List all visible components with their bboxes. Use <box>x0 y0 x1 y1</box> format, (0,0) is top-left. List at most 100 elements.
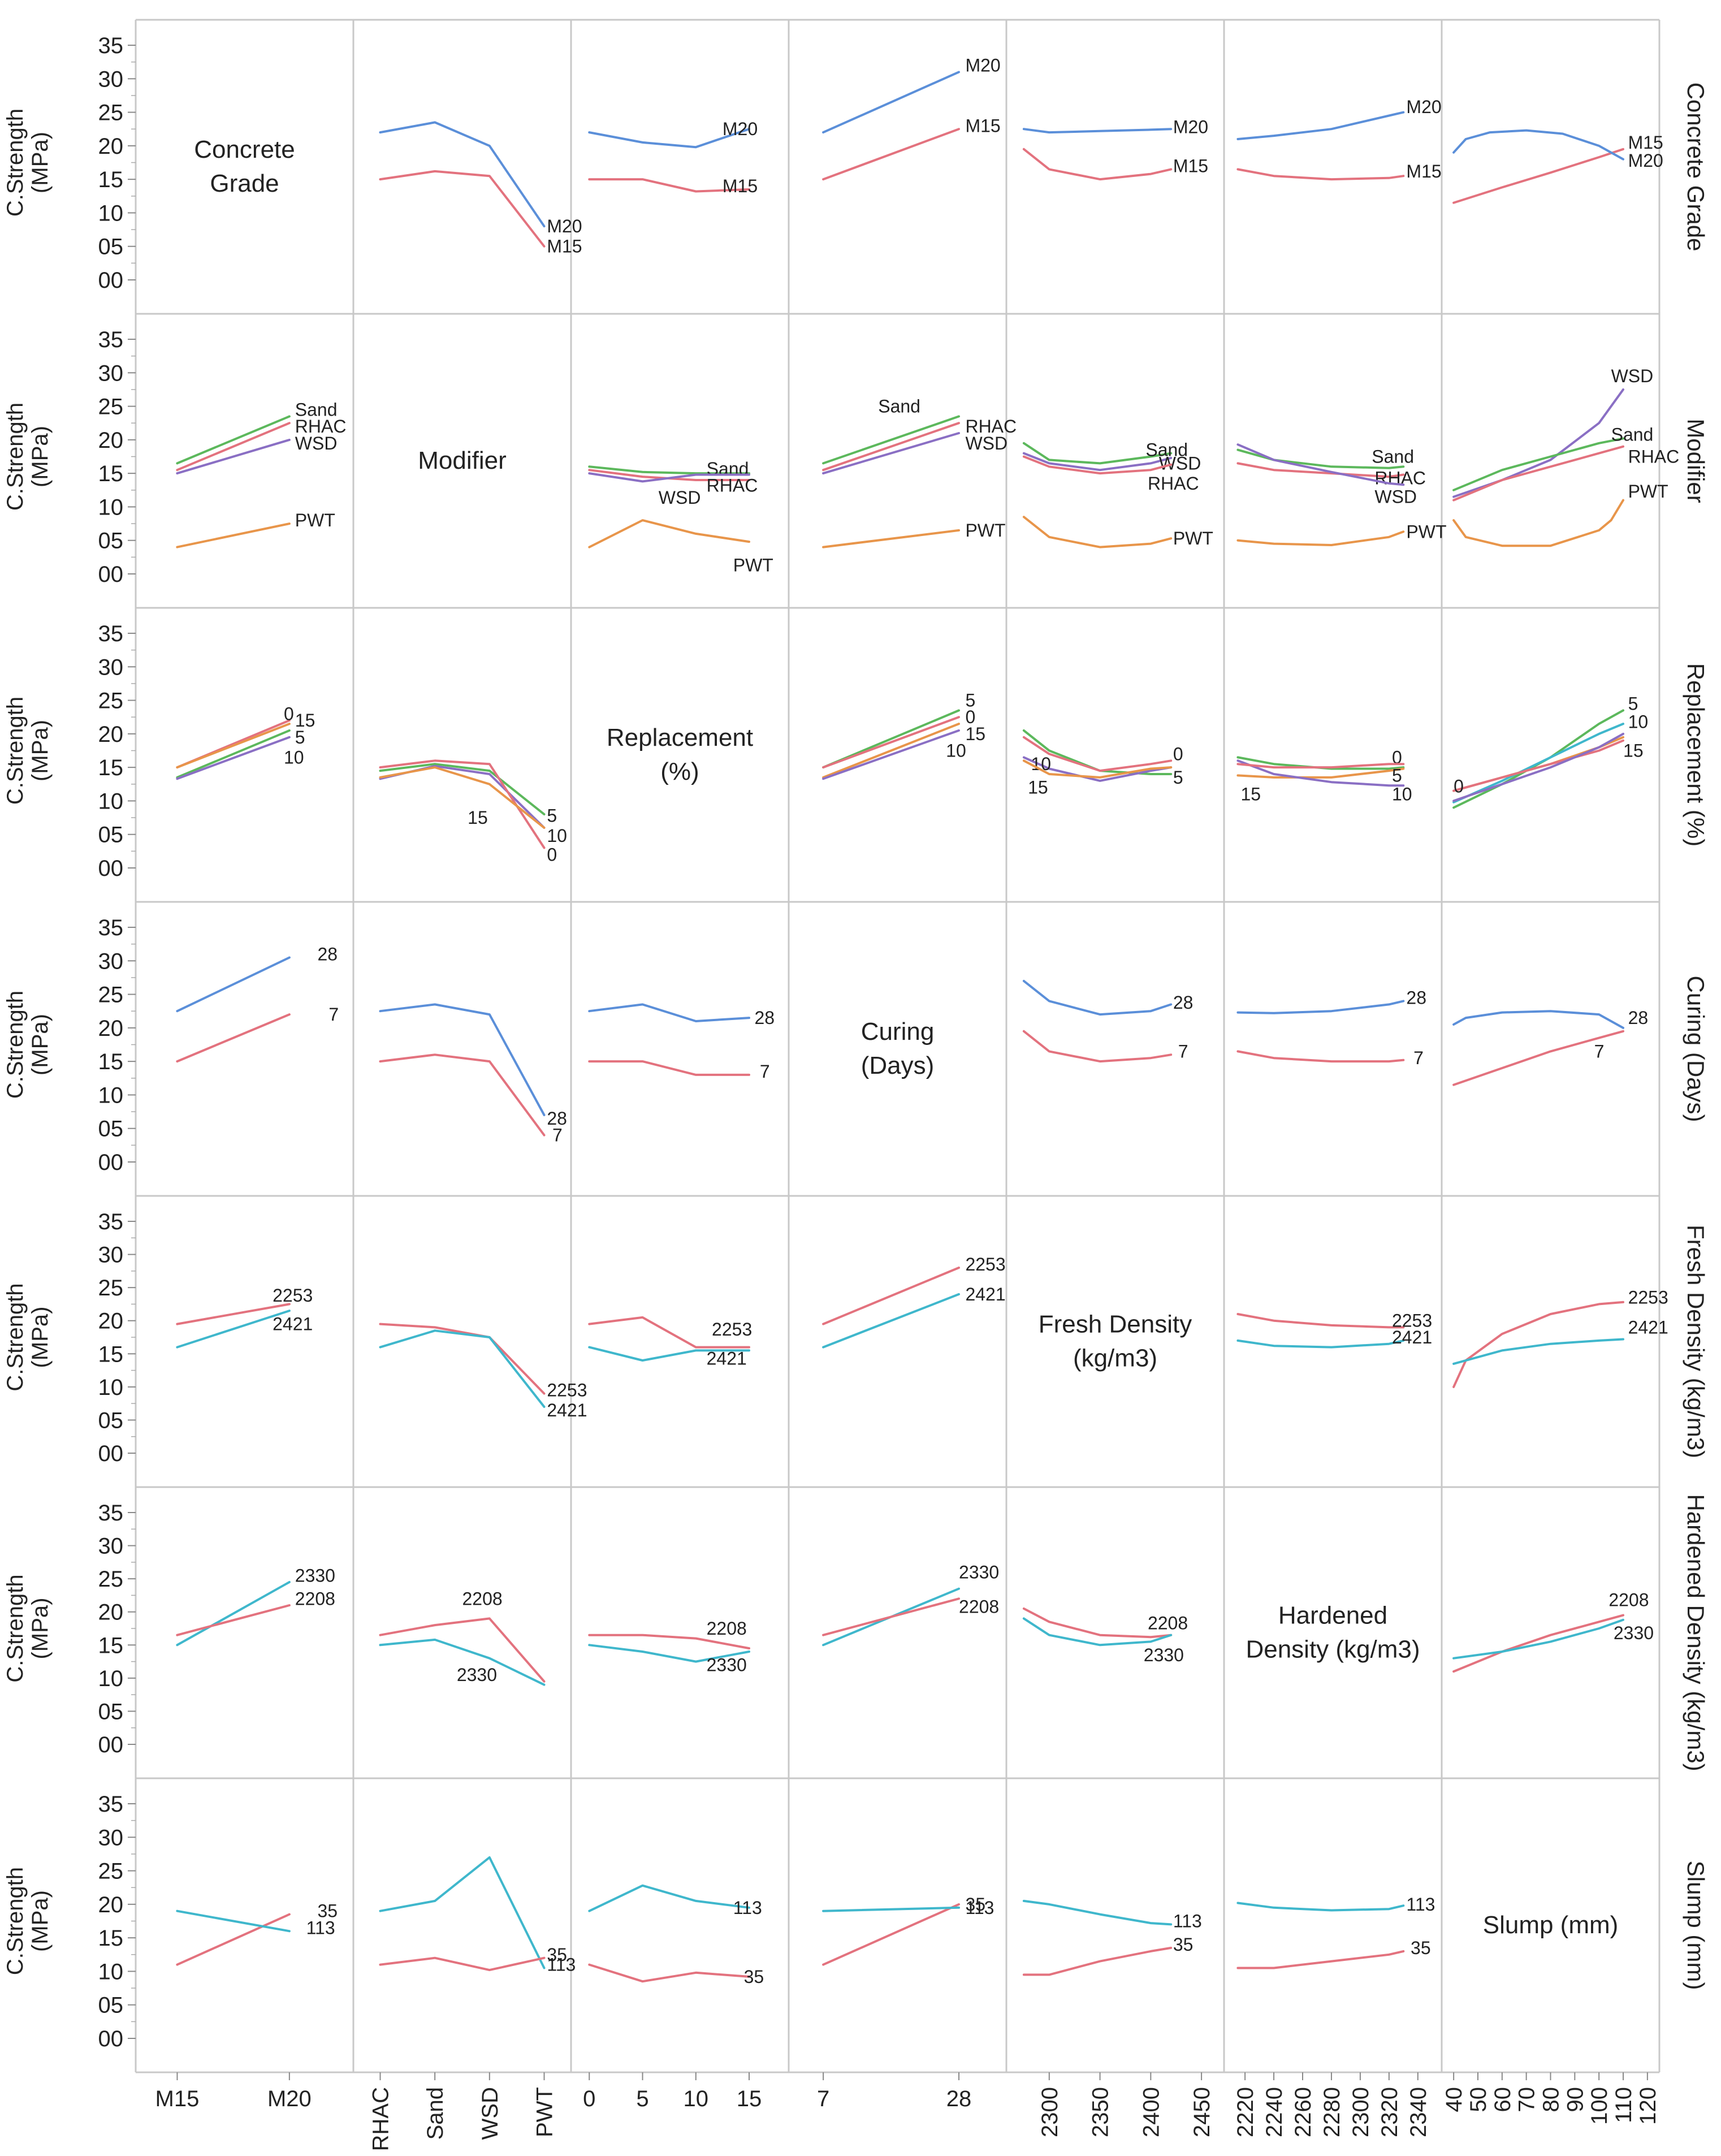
series-line <box>1236 1902 1405 1912</box>
series-line <box>176 522 291 548</box>
y-tick-label: 20 <box>98 1309 124 1334</box>
cell-r5-c1: 2208 2330 <box>379 1588 546 1686</box>
series-line <box>588 1884 750 1912</box>
series-end-label: RHAC <box>1148 473 1199 494</box>
y-axis-label-line: C.Strength <box>3 697 28 805</box>
series-line <box>822 71 960 134</box>
y-tick-label: 15 <box>98 167 124 192</box>
series-end-label: 113 <box>1173 1911 1202 1932</box>
series-line <box>822 716 960 769</box>
diagonal-label: Fresh Density (kg/m3) <box>1039 1311 1192 1372</box>
series-end-label: WSD <box>1611 366 1654 386</box>
y-tick-label: 25 <box>98 983 124 1008</box>
x-tick-label: RHAC <box>369 2087 394 2151</box>
series-end-label: PWT <box>295 510 335 530</box>
diagonal-label-line: (kg/m3) <box>1073 1345 1157 1372</box>
series-line <box>379 1003 546 1116</box>
series-end-label: 2253 <box>547 1380 587 1401</box>
series-line <box>379 1856 546 1969</box>
y-tick-label: 10 <box>98 1959 124 1984</box>
series-line <box>176 736 291 780</box>
series-line <box>588 1316 750 1349</box>
x-tick-label: 2320 <box>1377 2087 1402 2137</box>
series-end-label: 2208 <box>1608 1590 1649 1610</box>
series-end-label: 2208 <box>707 1618 747 1639</box>
series-end-label: M15 <box>723 176 758 196</box>
series-end-label: 0 <box>1454 776 1464 796</box>
y-axis-label: C.Strength(MPa) <box>3 697 53 805</box>
series-line <box>176 1604 291 1636</box>
y-tick-label: 15 <box>98 461 124 486</box>
series-line <box>176 422 291 472</box>
series-end-label: RHAC <box>1628 447 1680 467</box>
y-axis-label-line: C.Strength <box>3 109 28 217</box>
x-tick-label: 0 <box>583 2086 595 2111</box>
series-end-label: M20 <box>723 119 758 139</box>
series-end-label: 2208 <box>295 1588 335 1609</box>
diagonal-label-line: (%) <box>660 758 699 785</box>
series-end-label: 2330 <box>295 1565 335 1585</box>
series-end-label: 2208 <box>959 1596 999 1617</box>
y-tick-label: 20 <box>98 1893 124 1917</box>
series-line <box>1452 1300 1624 1388</box>
series-line <box>176 1013 291 1063</box>
series-end-label: 15 <box>1240 784 1261 805</box>
y-tick-label: 30 <box>98 361 124 386</box>
series-line <box>1022 516 1173 548</box>
series-end-label: 10 <box>547 826 567 846</box>
series-line <box>822 529 960 548</box>
y-tick-label: 25 <box>98 1859 124 1884</box>
series-end-label: 0 <box>284 703 294 724</box>
series-end-label: 0 <box>1392 747 1402 767</box>
series-end-label: 2253 <box>965 1254 1005 1274</box>
series-end-label: 5 <box>1392 765 1402 785</box>
series-line <box>1452 437 1624 491</box>
series-line <box>822 1597 960 1636</box>
cell-r2-c6: 510 15 0 <box>1452 694 1648 809</box>
x-tick-label: 2340 <box>1406 2087 1431 2137</box>
series-line <box>379 763 546 816</box>
series-line <box>1022 442 1173 465</box>
x-tick-label: 50 <box>1466 2087 1491 2112</box>
series-line <box>379 766 546 829</box>
diagonal-label-line: Grade <box>210 170 279 197</box>
x-tick-label: 2350 <box>1088 2087 1113 2137</box>
x-axis-col-5: 2220 2240 2260 2280 2300 2320 2340 <box>1233 2072 1431 2137</box>
series-end-label: 28 <box>754 1008 775 1028</box>
series-line <box>1236 111 1405 140</box>
y-axis-label: C.Strength(MPa) <box>3 109 53 217</box>
y-tick-label: 15 <box>98 1633 124 1658</box>
cell-r0-c2: M20 M15 <box>588 119 758 196</box>
series-end-label: 7 <box>1178 1041 1188 1061</box>
y-tick-label: 20 <box>98 134 124 159</box>
diagonal-label: Curing (Days) <box>861 1018 935 1079</box>
x-tick-label: 2300 <box>1037 2087 1062 2137</box>
series-line <box>588 128 750 149</box>
x-tick-label: 90 <box>1563 2087 1588 2112</box>
series-end-label: 2208 <box>1148 1613 1188 1634</box>
series-end-label: RHAC <box>295 416 347 437</box>
y-axis-label: C.Strength(MPa) <box>3 403 53 511</box>
y-tick-label: 05 <box>98 823 124 848</box>
series-end-label: 113 <box>965 1898 994 1918</box>
x-axis-col-1: RHAC Sand WSD PWT <box>369 2072 557 2151</box>
row-4-axis: 00 05 10 15 20 25 30 35 C.Strength(MPa) Fresh Den… <box>3 1209 1709 1466</box>
series-line <box>1452 148 1624 204</box>
cell-r5-c4: 2208 2330 <box>1022 1607 1188 1665</box>
series-end-label: 28 <box>1628 1008 1649 1028</box>
y-tick-label: 10 <box>98 201 124 226</box>
series-end-label: 2253 <box>1628 1287 1668 1308</box>
series-end-label: 2330 <box>457 1665 497 1685</box>
series-line <box>1022 1946 1173 1976</box>
diagonal-label-line: Slump (mm) <box>1483 1911 1619 1939</box>
x-tick-label: 110 <box>1611 2087 1636 2123</box>
cell-r3-c5: 28 7 <box>1236 988 1426 1068</box>
y-tick-label: 00 <box>98 562 124 587</box>
